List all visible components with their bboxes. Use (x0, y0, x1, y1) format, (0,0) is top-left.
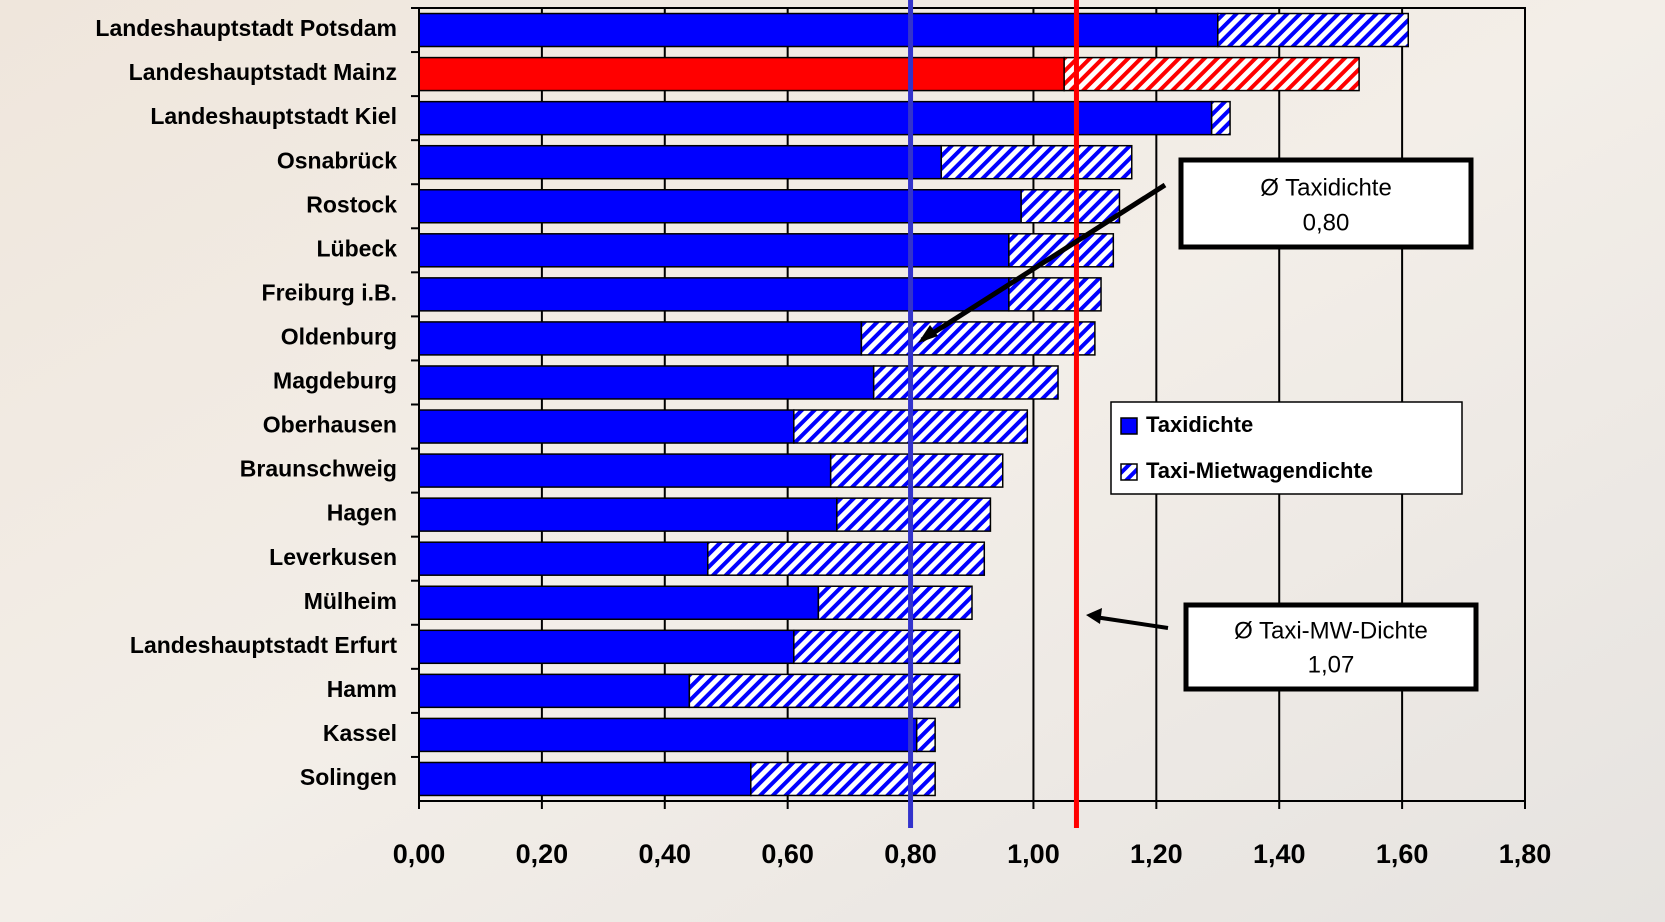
annotation-value: 0,80 (1303, 209, 1350, 236)
legend-label: Taxi-Mietwagendichte (1146, 458, 1373, 483)
bar-segment (419, 498, 837, 531)
bar-segment (818, 586, 972, 619)
x-tick-label: 1,20 (1130, 839, 1183, 869)
bar-segment (689, 674, 959, 707)
bar-segment (419, 322, 861, 355)
annotation-value: 1,07 (1308, 651, 1355, 678)
bar-segment (419, 102, 1212, 135)
bar-segment (837, 498, 991, 531)
x-tick-label: 0,80 (884, 839, 937, 869)
bar-segment (751, 762, 935, 795)
bar-segment (1064, 58, 1359, 91)
y-tick-label: Landeshauptstadt Kiel (150, 103, 397, 129)
y-tick-label: Hamm (327, 676, 397, 702)
x-tick-label: 1,60 (1376, 839, 1429, 869)
legend-layer: Taxidichte Taxi-Mietwagendichte (1111, 402, 1462, 494)
y-tick-label: Mülheim (304, 588, 397, 614)
y-tick-label: Landeshauptstadt Mainz (129, 59, 397, 85)
x-tick-label: 1,40 (1253, 839, 1306, 869)
bar-segment (874, 366, 1058, 399)
bar-segment (419, 14, 1218, 47)
x-tick-label: 1,80 (1499, 839, 1552, 869)
bar-segment (419, 454, 831, 487)
annotation-label: Ø Taxidichte (1260, 174, 1392, 201)
legend-swatch (1121, 464, 1137, 480)
bar-segment (917, 718, 935, 751)
x-tick-label: 0,40 (638, 839, 691, 869)
y-tick-label: Hagen (327, 500, 397, 526)
bar-segment (419, 190, 1021, 223)
bar-segment (861, 322, 1094, 355)
y-tick-label: Rostock (306, 191, 397, 217)
y-tick-label: Oberhausen (263, 412, 397, 438)
x-tick-label: 0,00 (393, 839, 446, 869)
bar-segment (419, 58, 1064, 91)
x-tick-label: 0,20 (516, 839, 569, 869)
bar-segment (419, 278, 1009, 311)
bar-segment (794, 630, 960, 663)
y-tick-label: Leverkusen (269, 544, 397, 570)
bar-segment (708, 542, 985, 575)
bar-segment (1218, 14, 1408, 47)
y-tick-label: Osnabrück (277, 147, 397, 173)
bar-segment (419, 234, 1009, 267)
bar-segment (1009, 278, 1101, 311)
y-tick-label: Solingen (300, 764, 397, 790)
bar-segment (419, 410, 794, 443)
bar-segment (831, 454, 1003, 487)
legend-label: Taxidichte (1146, 412, 1253, 437)
bar-segment (419, 762, 751, 795)
bar-segment (419, 586, 818, 619)
y-tick-label: Magdeburg (273, 368, 397, 394)
bar-segment (1212, 102, 1230, 135)
y-tick-label: Freiburg i.B. (262, 279, 397, 305)
x-tick-label: 1,00 (1007, 839, 1060, 869)
x-tick-label: 0,60 (761, 839, 814, 869)
chart: 0,00 0,20 0,40 0,60 0,80 1,00 1,20 1,40 1,60 1,80… (0, 0, 1665, 922)
annotation-label: Ø Taxi-MW-Dichte (1234, 617, 1428, 644)
y-tick-label: Oldenburg (281, 323, 397, 349)
legend-swatch (1121, 418, 1137, 434)
bar-segment (419, 674, 689, 707)
bar-segment (419, 630, 794, 663)
y-tick-label: Landeshauptstadt Potsdam (95, 15, 397, 41)
page: 0,00 0,20 0,40 0,60 0,80 1,00 1,20 1,40 1,60 1,80… (0, 0, 1665, 922)
bar-segment (941, 146, 1131, 179)
bar-segment (419, 718, 917, 751)
bar-segment (1021, 190, 1119, 223)
bar-segment (419, 366, 874, 399)
y-tick-label: Kassel (323, 720, 397, 746)
y-tick-label: Lübeck (316, 235, 397, 261)
bar-segment (419, 146, 941, 179)
bar-segment (419, 542, 708, 575)
y-tick-label: Braunschweig (240, 456, 397, 482)
y-tick-label: Landeshauptstadt Erfurt (130, 632, 397, 658)
